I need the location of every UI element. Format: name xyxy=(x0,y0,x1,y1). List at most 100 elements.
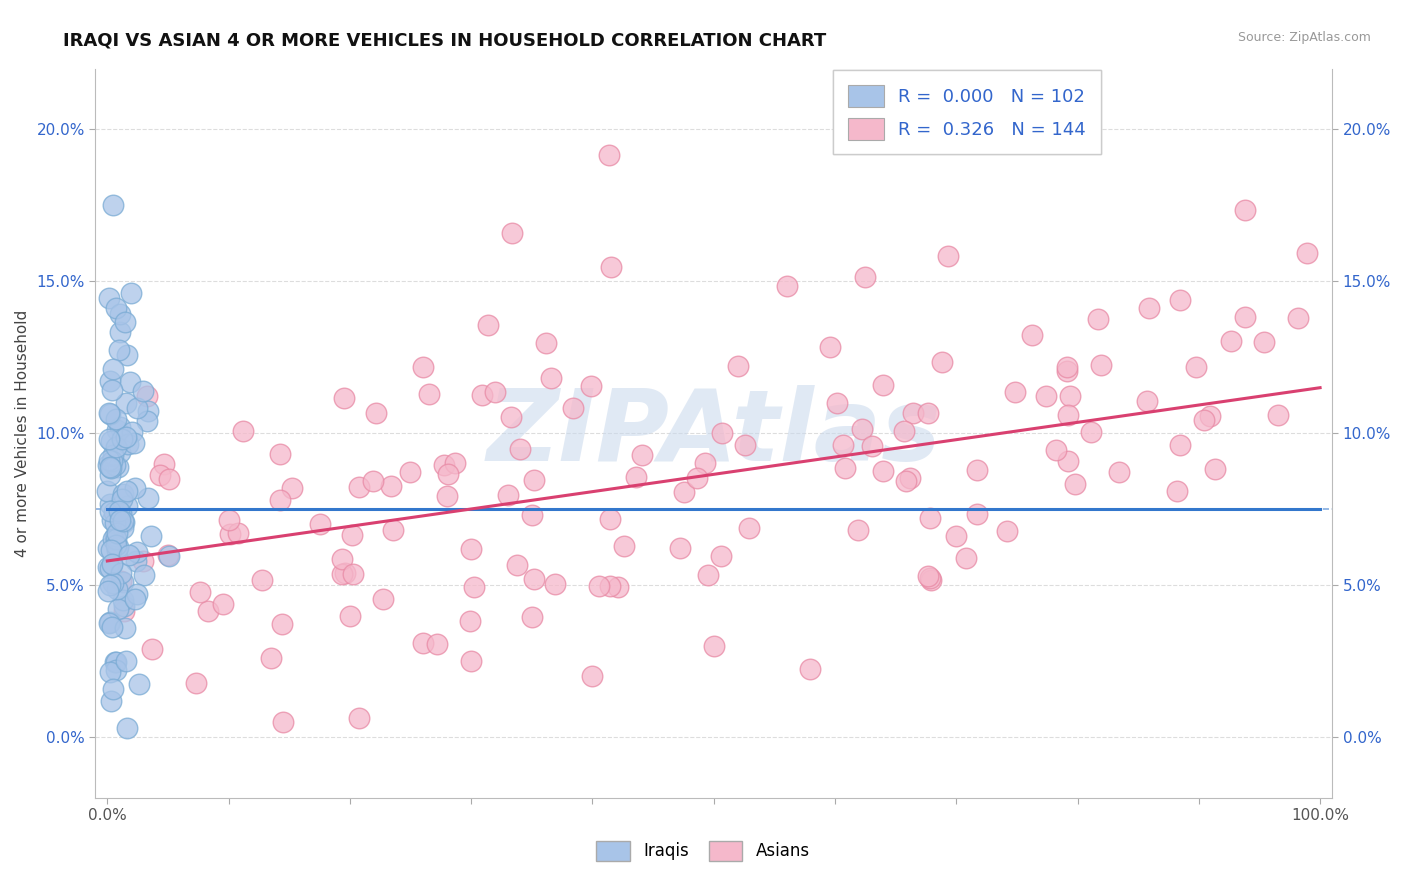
Point xyxy=(711,425,734,440)
Point xyxy=(673,484,696,499)
Point xyxy=(98,615,121,629)
Point xyxy=(132,553,155,567)
Point xyxy=(117,722,139,736)
Point xyxy=(333,566,356,580)
Point xyxy=(212,597,235,611)
Point xyxy=(97,583,120,598)
Point xyxy=(112,604,135,618)
Point xyxy=(1204,461,1226,475)
Point xyxy=(893,424,915,438)
Point xyxy=(523,473,546,487)
Text: Source: ZipAtlas.com: Source: ZipAtlas.com xyxy=(1237,31,1371,45)
Point xyxy=(104,441,127,455)
Point xyxy=(484,384,506,399)
Point xyxy=(111,491,134,506)
Point xyxy=(100,578,122,592)
Point xyxy=(380,479,402,493)
Point xyxy=(100,694,122,708)
Point xyxy=(111,514,134,528)
Point xyxy=(363,475,385,489)
Point xyxy=(105,526,128,541)
Point xyxy=(1233,310,1256,324)
Point xyxy=(695,456,717,470)
Point xyxy=(152,457,174,471)
Point xyxy=(97,559,120,574)
Point xyxy=(917,569,939,583)
Point xyxy=(157,548,180,562)
Point xyxy=(157,473,180,487)
Point xyxy=(124,591,146,606)
Point xyxy=(117,548,139,562)
Point xyxy=(125,587,148,601)
Point xyxy=(522,609,544,624)
Point xyxy=(100,460,122,475)
Point xyxy=(260,650,283,665)
Point xyxy=(561,401,583,415)
Point xyxy=(149,467,172,482)
Point xyxy=(330,551,353,566)
Point xyxy=(100,542,122,557)
Point xyxy=(112,521,135,535)
Point xyxy=(832,438,855,452)
Point xyxy=(418,387,440,401)
Point xyxy=(1057,408,1080,422)
Point xyxy=(901,407,924,421)
Point xyxy=(98,374,121,388)
Point xyxy=(631,448,654,462)
Point xyxy=(108,445,131,459)
Point xyxy=(1056,359,1078,374)
Point xyxy=(600,260,623,274)
Point xyxy=(1168,438,1191,452)
Point xyxy=(157,549,180,564)
Point xyxy=(98,406,121,420)
Point xyxy=(104,663,127,677)
Point xyxy=(104,412,127,426)
Point xyxy=(1056,364,1078,378)
Point xyxy=(110,566,132,580)
Point xyxy=(1035,389,1057,403)
Point xyxy=(1220,334,1243,348)
Point xyxy=(522,508,544,522)
Point xyxy=(107,601,129,615)
Point xyxy=(107,582,129,597)
Point xyxy=(101,620,124,634)
Point xyxy=(853,269,876,284)
Point xyxy=(860,439,883,453)
Point xyxy=(1021,327,1043,342)
Point xyxy=(97,541,120,556)
Point xyxy=(117,500,139,514)
Point xyxy=(872,378,894,392)
Point xyxy=(703,639,725,653)
Point xyxy=(588,579,610,593)
Point xyxy=(128,677,150,691)
Point xyxy=(105,655,128,669)
Point xyxy=(97,615,120,630)
Point xyxy=(917,406,939,420)
Point xyxy=(111,575,134,590)
Point xyxy=(218,513,240,527)
Point xyxy=(101,448,124,462)
Point xyxy=(101,576,124,591)
Point xyxy=(114,315,136,329)
Point xyxy=(945,529,967,543)
Point xyxy=(108,325,131,339)
Point xyxy=(330,566,353,581)
Point xyxy=(458,614,481,628)
Point xyxy=(104,538,127,552)
Point xyxy=(734,437,756,451)
Point xyxy=(848,523,870,537)
Point xyxy=(104,532,127,546)
Point xyxy=(463,580,485,594)
Point xyxy=(108,419,131,434)
Point xyxy=(100,434,122,448)
Point xyxy=(121,425,143,439)
Point xyxy=(426,637,449,651)
Point xyxy=(309,517,332,532)
Point xyxy=(226,526,249,541)
Point xyxy=(727,359,749,373)
Point xyxy=(1253,334,1275,349)
Point xyxy=(433,458,456,472)
Point xyxy=(104,301,127,315)
Point xyxy=(669,541,692,555)
Text: ZIPAtlas: ZIPAtlas xyxy=(486,384,941,482)
